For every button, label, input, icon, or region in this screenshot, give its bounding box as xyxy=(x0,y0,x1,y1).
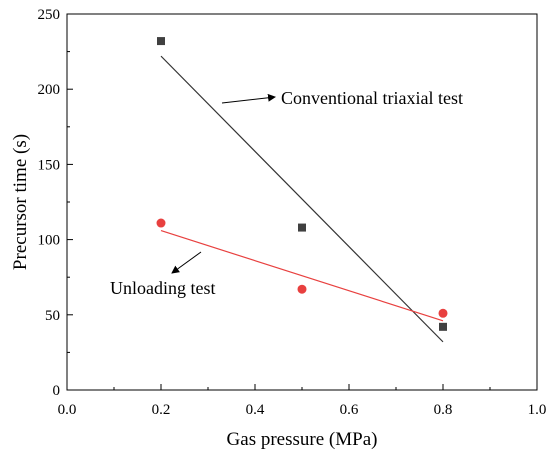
annotation-label: Unloading test xyxy=(110,278,216,298)
y-tick-label: 150 xyxy=(38,157,61,173)
y-tick-label: 50 xyxy=(45,308,60,324)
annotations: Conventional triaxial test Unloading test xyxy=(110,88,463,298)
x-tick-label: 0.0 xyxy=(58,402,77,418)
y-tick-label: 250 xyxy=(38,7,61,23)
y-tick-label: 200 xyxy=(38,82,61,98)
fit-lines xyxy=(160,55,444,343)
data-point xyxy=(156,218,166,228)
annotation-arrow xyxy=(171,251,202,274)
data-point xyxy=(439,322,447,331)
fit-line xyxy=(160,230,444,322)
y-tick-label: 0 xyxy=(53,383,61,399)
x-tick-label: 0.8 xyxy=(434,402,453,418)
x-tick-label: 1.0 xyxy=(528,402,547,418)
data-point xyxy=(438,308,448,318)
data-point xyxy=(298,223,306,232)
annotation-label: Conventional triaxial test xyxy=(281,88,463,108)
plot-frame xyxy=(66,13,538,391)
data-point xyxy=(157,37,165,46)
x-axis-title: Gas pressure (MPa) xyxy=(227,429,378,450)
plot-axes: 0.0 0.2 0.4 0.6 0.8 1.0 0 50 100 150 200 250 xyxy=(38,7,547,418)
data-points xyxy=(156,37,448,331)
data-point xyxy=(297,284,307,294)
x-tick-label: 0.6 xyxy=(340,402,359,418)
x-tick-label: 0.4 xyxy=(246,402,265,418)
fit-line xyxy=(160,55,444,343)
x-tick-label: 0.2 xyxy=(152,402,171,418)
annotation-arrow xyxy=(221,93,276,104)
y-tick-label: 100 xyxy=(38,233,61,249)
y-axis-title: Precursor time (s) xyxy=(10,134,31,270)
